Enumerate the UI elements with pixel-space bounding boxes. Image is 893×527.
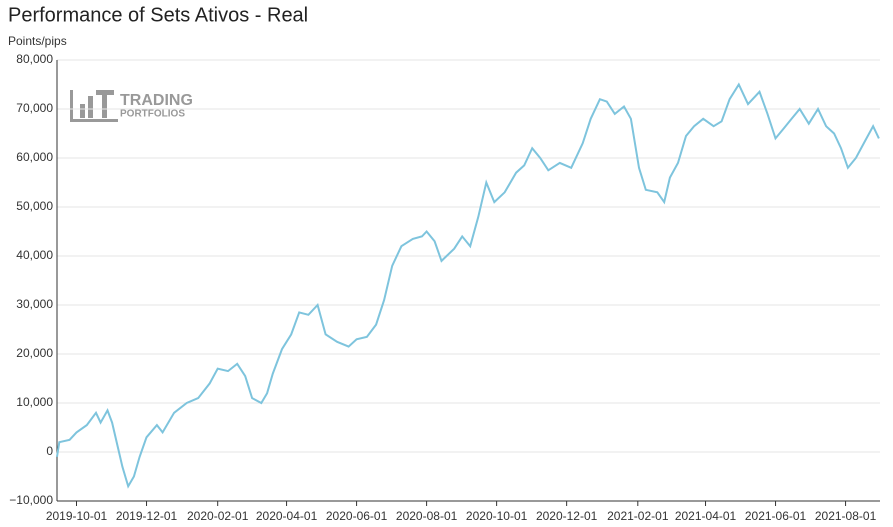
watermark-text: TRADING: [120, 92, 193, 109]
y-tick-label: 0: [46, 444, 53, 458]
logo-bar: [70, 119, 118, 122]
y-tick-label: 10,000: [16, 395, 53, 409]
x-tick-label: 2020-02-01: [187, 509, 249, 523]
chart-title: Performance of Sets Ativos - Real: [8, 4, 308, 26]
y-axis-label: Points/pips: [8, 34, 67, 48]
watermark: TRADING PORTFOLIOS: [70, 90, 193, 122]
x-tick-label: 2021-02-01: [607, 509, 669, 523]
y-tick-label: 30,000: [16, 297, 53, 311]
x-tick-label: 2020-10-01: [466, 509, 528, 523]
y-tick-label: −10,000: [9, 493, 53, 507]
line: [56, 82, 880, 489]
logo-bar: [88, 96, 93, 118]
y-tick-label: 20,000: [16, 346, 53, 360]
y-tick-label: 40,000: [16, 248, 53, 262]
x-tick-label: 2021-04-01: [675, 509, 737, 523]
x-tick-label: 2019-12-01: [116, 509, 178, 523]
y-tick-label: 80,000: [16, 52, 53, 66]
y-tick-label: 70,000: [16, 101, 53, 115]
x-tick-label: 2020-06-01: [326, 509, 388, 523]
x-tick-label: 2021-06-01: [745, 509, 807, 523]
x-tick-label: 2020-04-01: [256, 509, 318, 523]
y-tick-label: 60,000: [16, 150, 53, 164]
y-tick-label: 50,000: [16, 199, 53, 213]
x-tick-label: 2020-12-01: [536, 509, 598, 523]
logo-bar: [70, 90, 73, 122]
watermark-text: PORTFOLIOS: [120, 109, 185, 120]
logo-bar: [102, 90, 107, 118]
x-tick-label: 2021-08-01: [815, 509, 877, 523]
logo-bar: [80, 104, 85, 118]
x-tick-label: 2019-10-01: [46, 509, 108, 523]
x-tick-label: 2020-08-01: [396, 509, 458, 523]
